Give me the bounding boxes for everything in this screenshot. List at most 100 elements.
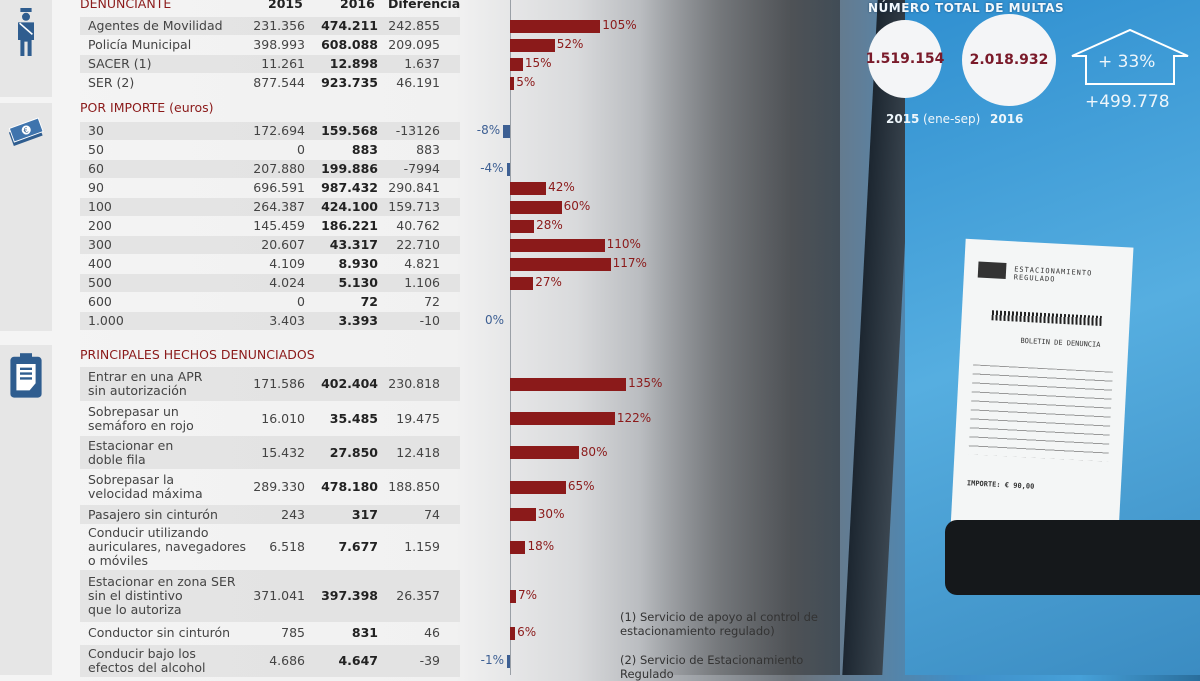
data-label: 5% [516,75,536,89]
value-difference: 290.841 [388,180,440,195]
data-label: 30% [537,506,565,521]
value-2015: 0 [297,294,305,309]
ticket-brand: ESTACIONAMIENTO REGULADO [1013,265,1093,284]
value-difference: 1.637 [404,56,440,71]
row-label: SER (2) [88,75,135,90]
data-label: 18% [527,539,555,553]
value-2016: 12.898 [329,56,378,71]
data-label: 42% [548,180,575,194]
value-2015: 20.607 [261,237,305,252]
data-label: 60% [563,199,591,213]
table-row: 500 4.024 5.130 1.106 [80,274,460,292]
row-label: Conducir utilizando auriculares, navegad… [88,525,247,568]
value-2016: 478.180 [321,479,378,494]
table-row: Entrar en una APR sin autorización 171.58… [80,367,460,401]
row-label: 500 [88,275,112,290]
wiper-blade [945,520,1200,595]
data-label: -1% [480,653,504,667]
background-photo-shade [640,0,840,675]
table-row: SER (2) 877.544 923.735 46.191 [80,74,460,92]
data-label: 6% [517,625,537,639]
clipboard-icon [10,353,42,398]
icon-panel-hechos [0,345,52,675]
value-difference: 1.159 [404,539,440,554]
data-label: 27% [535,275,562,289]
value-difference: 242.855 [388,18,440,33]
value-difference: 72 [424,294,440,309]
value-2016: 402.404 [321,376,378,391]
table-row: Pasajero sin cinturón 243 317 74 [80,505,460,524]
chart-bar [510,181,547,195]
table-row: Estacionar en zona SER sin el distintivo… [80,570,460,622]
value-2016: 831 [351,625,378,640]
increase-arrow-icon [1071,28,1189,85]
value-difference: -10 [419,313,440,328]
ticket-logo [977,261,1007,279]
column-header-2016: 2016 [340,0,375,11]
value-2015: 171.586 [253,376,305,391]
footnote-ser: (2) Servicio de Estacionamiento Regulado [620,653,804,681]
value-2015: 172.694 [253,123,305,138]
chart-bar [510,540,526,554]
row-label: Estacionar en zona SER sin el distintivo… [88,574,236,617]
value-2016: 4.647 [338,653,378,668]
chart-zero-axis [510,0,511,675]
table-row: Conductor sin cinturón 785 831 46 [80,623,460,643]
table-row: 200 145.459 186.221 40.762 [80,217,460,235]
row-label: Conducir bajo los efectos del alcohol [88,646,206,675]
value-2016: 474.211 [321,18,378,33]
table-row: Policía Municipal 398.993 608.088 209.095 [80,36,460,54]
row-label: 600 [88,294,112,309]
value-2016: 43.317 [329,237,378,252]
section-title-hechos: PRINCIPALES HECHOS DENUNCIADOS [80,347,315,362]
chart-bar [510,200,562,214]
ticket-amount: IMPORTE: € 90,00 [966,479,1035,491]
value-2015: 877.544 [253,75,305,90]
data-label: 122% [616,410,652,425]
barcode [991,310,1102,327]
data-label: 65% [567,479,595,493]
data-label: 28% [536,218,563,232]
data-label: 105% [602,18,637,32]
value-2015: 289.330 [253,479,305,494]
table-row: 30 172.694 159.568 -13126 [80,122,460,140]
data-label: 7% [518,588,538,602]
total-2016-label: 2016 [990,112,1024,126]
total-abs-increase: +499.778 [1085,92,1170,112]
value-2016: 883 [351,142,378,157]
table-row: 1.000 3.403 3.393 -10 [80,312,460,330]
value-2015: 4.109 [269,256,305,271]
value-2015: 16.010 [261,410,305,426]
row-label: Policía Municipal [88,37,192,52]
row-label: Conductor sin cinturón [88,625,231,640]
row-label: Pasajero sin cinturón [88,506,218,522]
chart-bar [510,377,627,391]
chart-bar [510,412,615,425]
parking-ticket: ESTACIONAMIENTO REGULADO BOLETIN DE DENU… [950,238,1134,538]
value-2016: 159.568 [321,123,378,138]
chart-bar [507,654,510,668]
value-2015: 264.387 [253,199,305,214]
total-2015-label: 2015 [886,112,920,126]
row-label: 60 [88,161,104,176]
value-2016: 72 [360,294,378,309]
footnote-sacer: (1) Servicio de apoyo al control de esta… [620,610,818,638]
value-2015: 0 [297,142,305,157]
value-2016: 317 [351,506,378,522]
chart-bar [510,480,566,494]
value-2015: 11.261 [261,56,305,71]
value-difference: 12.418 [396,444,440,460]
table-row: 90 696.591 987.432 290.841 [80,179,460,197]
value-difference: -39 [419,653,440,668]
value-2016: 923.735 [321,75,378,90]
value-difference: 46 [424,625,440,640]
data-label: -4% [480,161,504,175]
value-2016: 987.432 [321,180,378,195]
value-2015: 3.403 [269,313,305,328]
table-row: Estacionar en doble fila 15.432 27.850 12.4… [80,436,460,469]
value-difference: 4.821 [404,256,440,271]
data-label: 135% [628,376,663,390]
table-row: Conducir utilizando auriculares, navegad… [80,525,460,569]
value-2015: 4.024 [269,275,305,290]
total-2016-value: 2.018.932 [969,52,1049,68]
